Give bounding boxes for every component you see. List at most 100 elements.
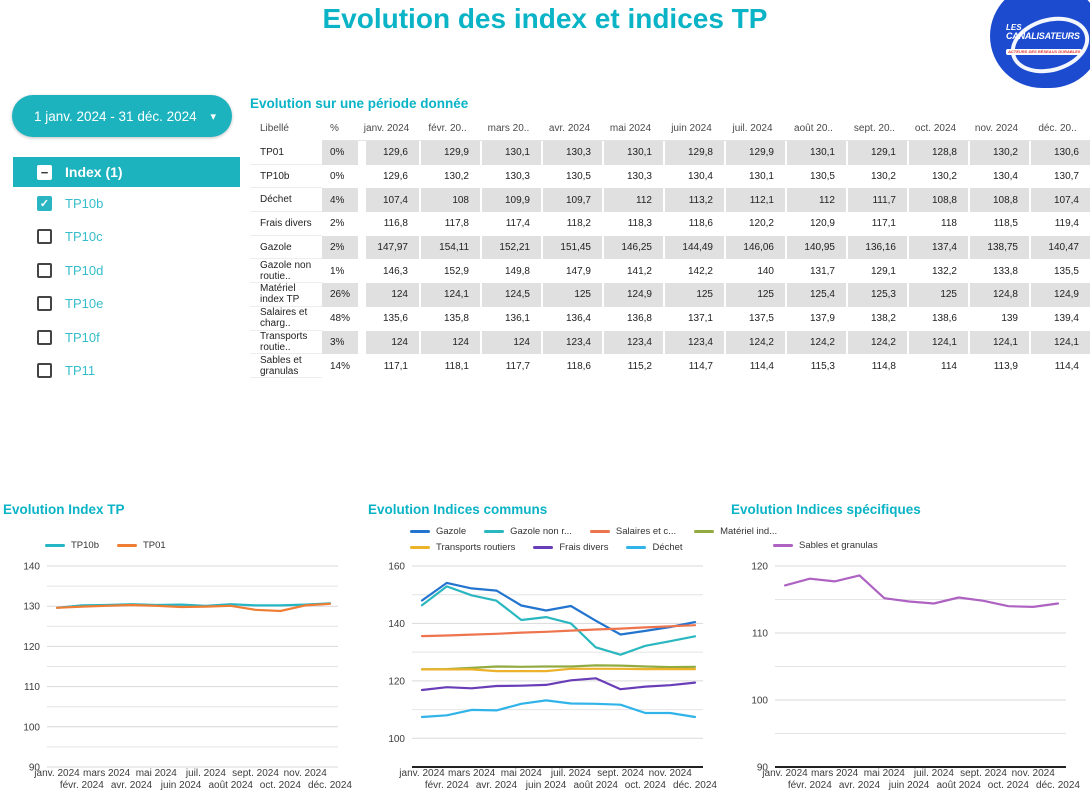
x-tick-label: août 2024: [208, 780, 253, 791]
cell-value: 124: [358, 330, 419, 355]
row-label: Salaires et charg..: [250, 306, 322, 331]
cell-value: 142,2: [663, 259, 724, 284]
sidebar-item-tp10b[interactable]: ✓ TP10b: [37, 195, 103, 211]
x-tick-label: juil. 2024: [550, 768, 591, 779]
column-header: %: [330, 122, 339, 134]
row-percent: 2%: [330, 218, 345, 230]
index-filter-list: ✓ TP10b TP10c TP10d TP10e TP10f TP11: [37, 195, 103, 379]
column-header: août 20..: [794, 122, 833, 134]
x-tick-label: sept. 2024: [232, 768, 279, 779]
cell-value: 111,7: [846, 188, 907, 213]
x-tick-label: mai 2024: [864, 768, 906, 779]
y-tick-label: 160: [388, 562, 405, 573]
unchecked-checkbox[interactable]: [37, 229, 52, 244]
cell-value: 124,2: [846, 330, 907, 355]
cell-value: 130,3: [541, 141, 602, 165]
cell-value: 108: [419, 188, 480, 213]
unchecked-checkbox[interactable]: [37, 296, 52, 311]
cell-value: 114: [907, 354, 968, 378]
cell-value: 124,1: [419, 283, 480, 307]
table-row: Déchet 4% 107,4 108 109,9 109,7 112 113,2 112,1 1…: [250, 188, 1090, 213]
legend-label: Gazole: [436, 526, 467, 537]
y-tick-label: 140: [388, 619, 405, 630]
cell-value: 125: [907, 283, 968, 307]
unchecked-checkbox[interactable]: [37, 262, 52, 278]
date-range-selector[interactable]: 1 janv. 2024 - 31 déc. 2024 ▾: [12, 95, 232, 137]
x-tick-label: févr. 2024: [425, 780, 469, 791]
sidebar-item-tp10e[interactable]: TP10e: [37, 296, 103, 312]
legend-item: Frais divers: [533, 542, 608, 553]
sidebar-item-tp10f[interactable]: TP10f: [37, 329, 103, 345]
filter-label[interactable]: TP11: [65, 363, 96, 378]
cell-value: 151,45: [541, 235, 602, 260]
x-tick-label: juin 2024: [888, 780, 930, 791]
cell-value: 130,4: [663, 164, 724, 189]
unchecked-checkbox[interactable]: [37, 363, 52, 378]
cell-value: 130,6: [1029, 141, 1090, 165]
index-group-header[interactable]: − Index (1): [13, 157, 240, 187]
page-title: Evolution des index et indices TP: [322, 3, 768, 34]
cell-value: 137,1: [663, 306, 724, 331]
cell-value: 129,9: [419, 141, 480, 165]
row-label: Transports routie..: [250, 330, 322, 355]
filter-label[interactable]: TP10f: [65, 329, 100, 345]
legend-item: Sables et granulas: [773, 540, 878, 551]
sidebar-item-tp10c[interactable]: TP10c: [37, 229, 103, 245]
legend-swatch-icon: [410, 545, 430, 550]
cell-value: 125: [724, 283, 785, 307]
column-header: juil. 2024: [732, 122, 773, 134]
table-title: Evolution sur une période donnée: [250, 96, 469, 111]
sidebar-item-tp11[interactable]: TP11: [37, 363, 103, 379]
column-header: oct. 2024: [914, 122, 957, 134]
cell-value: 124,1: [968, 330, 1029, 355]
legend-item: Déchet: [626, 542, 683, 553]
cell-value: 118,5: [968, 212, 1029, 236]
cell-value: 125,3: [846, 283, 907, 307]
filter-label[interactable]: TP10b: [65, 195, 104, 211]
row-percent: 4%: [322, 188, 358, 213]
column-header: déc. 20..: [1038, 122, 1077, 134]
cell-value: 115,2: [602, 354, 663, 378]
row-percent: 48%: [330, 313, 351, 325]
checked-checkbox[interactable]: ✓: [37, 195, 52, 211]
filter-label[interactable]: TP10c: [65, 229, 103, 244]
cell-value: 154,11: [419, 235, 480, 260]
chart-title: Evolution Index TP: [3, 502, 125, 517]
cell-value: 117,1: [358, 354, 419, 378]
sidebar-item-tp10d[interactable]: TP10d: [37, 262, 103, 278]
cell-value: 144,49: [663, 235, 724, 260]
x-tick-label: mai 2024: [501, 768, 543, 779]
x-tick-label: sept. 2024: [597, 768, 644, 779]
filter-label[interactable]: TP10e: [65, 296, 104, 311]
unchecked-checkbox[interactable]: [37, 329, 52, 345]
logo-line2: CANALISATEURS: [1006, 31, 1080, 41]
cell-value: 152,21: [480, 235, 541, 260]
cell-value: 124,8: [968, 283, 1029, 307]
group-label: Index (1): [65, 164, 123, 180]
cell-value: 115,3: [785, 354, 846, 378]
cell-value: 129,8: [663, 141, 724, 165]
row-label: Gazole non routie..: [250, 259, 322, 284]
x-tick-label: déc. 2024: [1036, 780, 1080, 791]
cell-value: 130,2: [907, 164, 968, 189]
y-tick-label: 120: [751, 562, 768, 573]
legend-swatch-icon: [484, 529, 505, 534]
y-tick-label: 130: [23, 602, 40, 613]
indeterminate-checkbox[interactable]: −: [37, 164, 52, 180]
legend-swatch-icon: [626, 545, 647, 550]
cell-value: 124,5: [480, 283, 541, 307]
legend-item: Transports routiers: [410, 542, 515, 553]
legend-swatch-icon: [773, 543, 793, 548]
filter-label[interactable]: TP10d: [65, 262, 104, 278]
cell-value: 119,4: [1029, 212, 1090, 236]
cell-value: 123,4: [541, 330, 602, 355]
column-header: Libellé: [250, 115, 322, 141]
chart-legend: Gazole Gazole non r... Salaires et c... Mat…: [410, 526, 777, 553]
cell-value: 125,4: [785, 283, 846, 307]
x-tick-label: juin 2024: [160, 780, 202, 791]
cell-value: 130,3: [480, 164, 541, 189]
chart-card: Evolution Indices spécifiques Sables et g…: [728, 500, 1090, 797]
cell-value: 130,4: [968, 164, 1029, 189]
legend-item: Gazole: [410, 526, 466, 537]
x-tick-label: oct. 2024: [988, 780, 1030, 791]
